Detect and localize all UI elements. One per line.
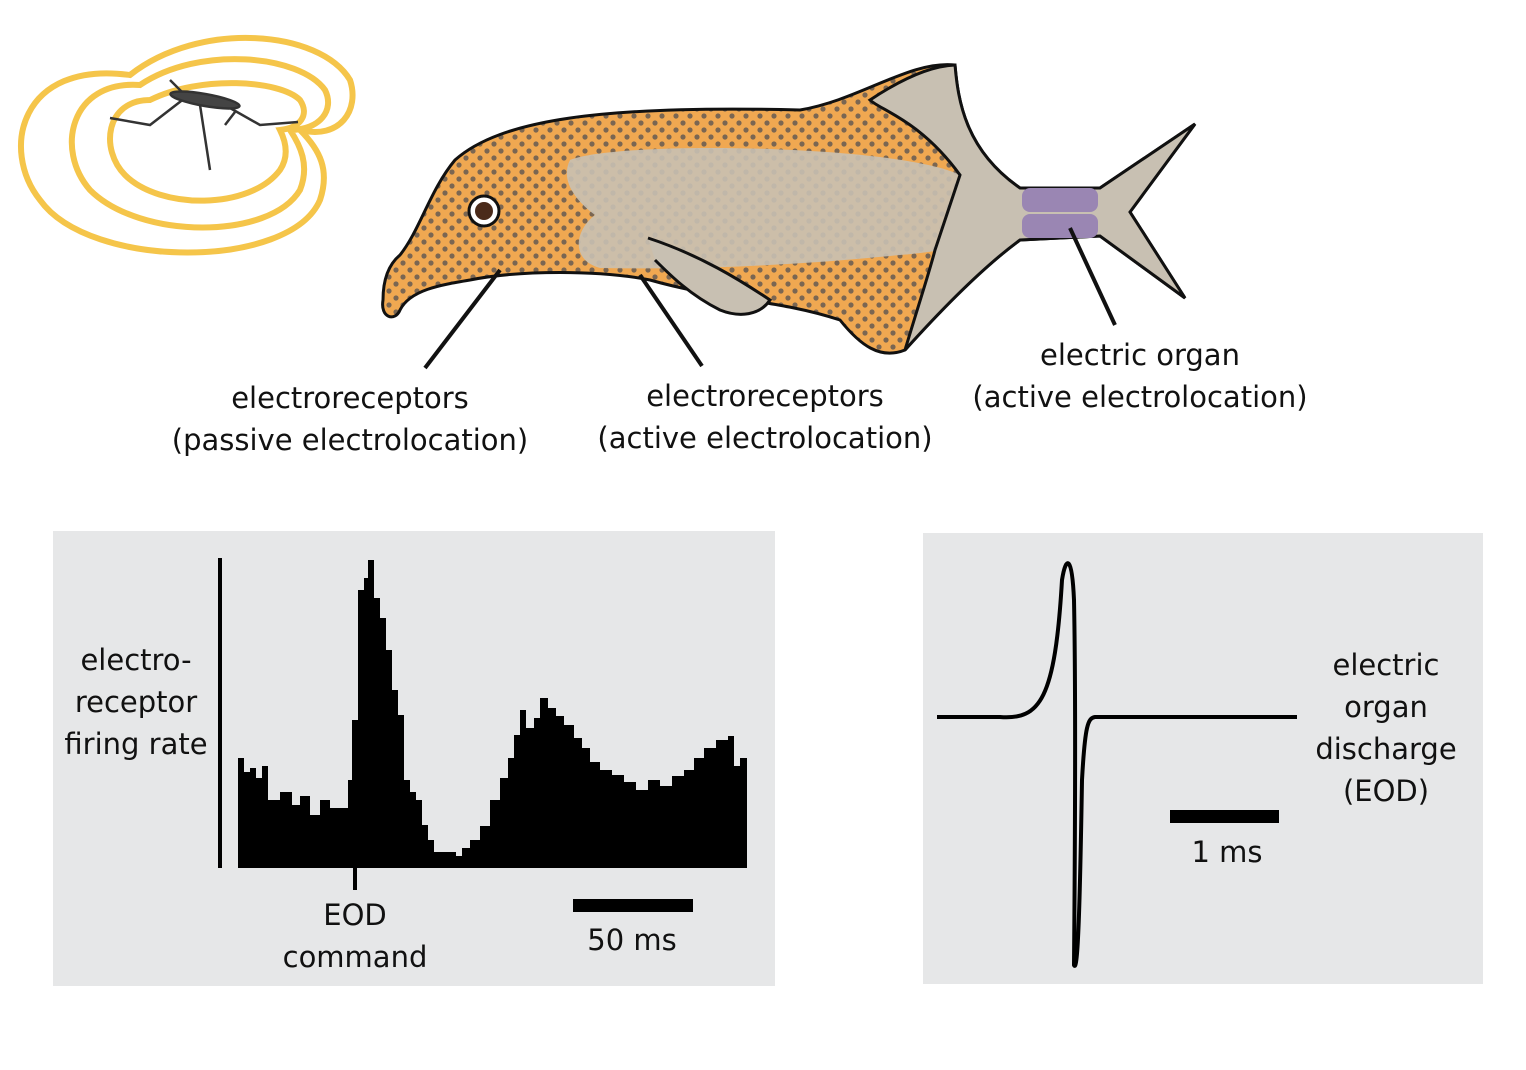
scale-label: 50 ms [587, 923, 676, 957]
label: organ [1344, 690, 1428, 724]
label: (active electrolocation) [972, 380, 1307, 414]
eod-waveform [937, 561, 1297, 968]
histogram [238, 560, 747, 868]
axis-label: receptor [75, 685, 197, 719]
axis-label: electro- [80, 643, 191, 677]
pointer-lines [423, 227, 1117, 370]
label: electroreceptors [231, 381, 469, 415]
label: electroreceptors [646, 379, 884, 413]
axis-label: command [283, 940, 428, 974]
label: discharge [1315, 732, 1456, 766]
electric-field [18, 34, 356, 256]
label: electric [1333, 648, 1440, 682]
scale-label: 1 ms [1191, 835, 1262, 869]
scale-bar [1170, 810, 1279, 823]
label: (passive electrolocation) [172, 423, 528, 457]
label: electric organ [1040, 338, 1240, 372]
panel [923, 533, 1483, 984]
axis-label: EOD [323, 898, 386, 932]
insect [109, 79, 299, 171]
axis-label: firing rate [64, 727, 207, 761]
label: (active electrolocation) [597, 421, 932, 455]
label: (EOD) [1343, 774, 1429, 808]
fish [381, 63, 1197, 355]
scale-bar [573, 899, 693, 912]
